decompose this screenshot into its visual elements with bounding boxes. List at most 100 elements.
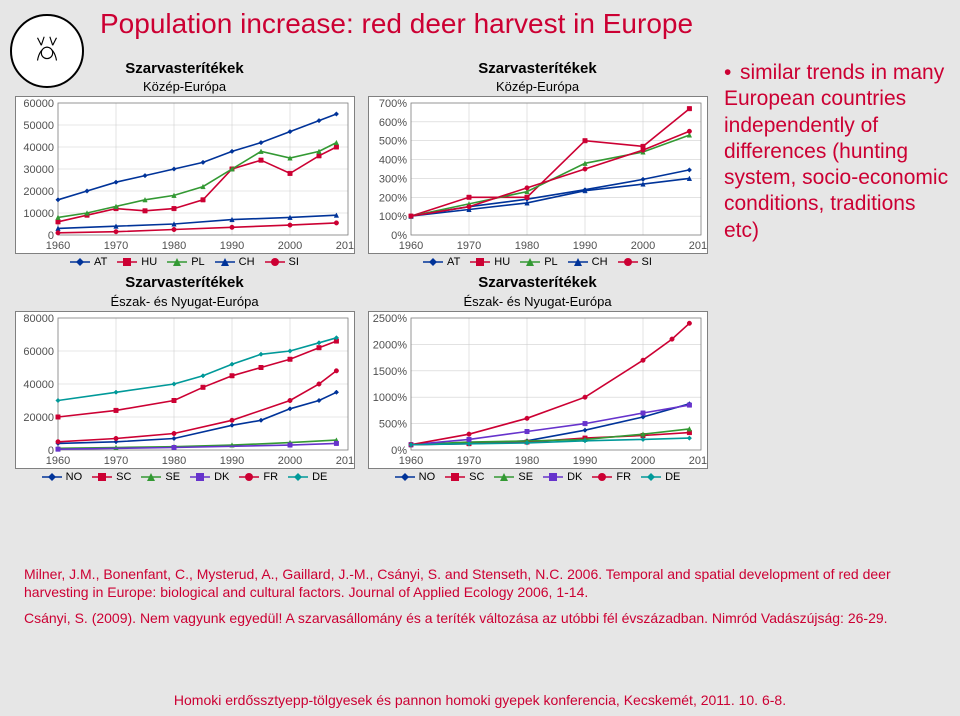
plot-top-right: 0%100%200%300%400%500%600%700%1960197019… xyxy=(368,96,708,254)
legend-item: SE xyxy=(494,471,533,483)
svg-text:1970: 1970 xyxy=(456,240,480,252)
svg-text:50000: 50000 xyxy=(23,120,54,132)
panel-subtitle: Közép-Európa xyxy=(8,79,361,94)
panel-top-left: Szarvasterítékek Közép-Európa 0100002000… xyxy=(8,60,361,274)
chart-row-top: Szarvasterítékek Közép-Európa 0100002000… xyxy=(8,60,714,274)
svg-text:2500%: 2500% xyxy=(372,313,406,325)
legend-item: AT xyxy=(423,256,460,268)
legend-label: DK xyxy=(214,471,229,483)
svg-text:1990: 1990 xyxy=(219,455,243,467)
legend-item: SC xyxy=(445,471,484,483)
svg-text:1500%: 1500% xyxy=(372,365,406,377)
legend-row: AT HU PL CH SI xyxy=(361,256,714,268)
legend-item: CH xyxy=(215,256,255,268)
legend-item: HU xyxy=(117,256,157,268)
svg-text:1980: 1980 xyxy=(161,455,185,467)
svg-text:20000: 20000 xyxy=(23,186,54,198)
legend-item: SE xyxy=(141,471,180,483)
slide-title: Population increase: red deer harvest in… xyxy=(100,8,720,40)
legend-item: HU xyxy=(470,256,510,268)
legend-label: NO xyxy=(419,471,436,483)
legend-label: SI xyxy=(642,256,652,268)
legend-label: FR xyxy=(616,471,631,483)
svg-text:500%: 500% xyxy=(378,418,406,430)
chart-grid: Szarvasterítékek Közép-Európa 0100002000… xyxy=(8,60,714,489)
legend-label: CH xyxy=(592,256,608,268)
svg-text:2000: 2000 xyxy=(277,455,301,467)
legend-item: SI xyxy=(265,256,299,268)
svg-text:2000%: 2000% xyxy=(372,339,406,351)
bullet-text: similar trends in many European countrie… xyxy=(724,61,948,242)
panel-subtitle: Közép-Európa xyxy=(361,79,714,94)
legend-item: DK xyxy=(543,471,582,483)
legend-label: HU xyxy=(141,256,157,268)
svg-text:1980: 1980 xyxy=(514,455,538,467)
panel-title: Szarvasterítékek xyxy=(361,60,714,77)
legend-label: AT xyxy=(94,256,107,268)
svg-text:1000%: 1000% xyxy=(372,392,406,404)
svg-text:2010: 2010 xyxy=(688,455,706,467)
svg-text:2010: 2010 xyxy=(335,455,353,467)
slide: Population increase: red deer harvest in… xyxy=(0,0,960,716)
svg-text:1980: 1980 xyxy=(514,240,538,252)
legend-item: FR xyxy=(592,471,631,483)
svg-text:1960: 1960 xyxy=(398,240,422,252)
legend-label: DK xyxy=(567,471,582,483)
svg-text:2000: 2000 xyxy=(277,240,301,252)
legend-item: DE xyxy=(288,471,327,483)
legend-label: NO xyxy=(66,471,83,483)
legend-item: NO xyxy=(42,471,83,483)
legend-label: AT xyxy=(447,256,460,268)
legend-label: SI xyxy=(289,256,299,268)
panel-subtitle: Észak- és Nyugat-Európa xyxy=(8,294,361,309)
svg-text:1990: 1990 xyxy=(572,240,596,252)
svg-text:1960: 1960 xyxy=(45,240,69,252)
panel-bottom-right: Szarvasterítékek Észak- és Nyugat-Európa… xyxy=(361,274,714,488)
legend-item: SC xyxy=(92,471,131,483)
legend-item: NO xyxy=(395,471,436,483)
plot-bottom-right: 0%500%1000%1500%2000%2500%19601970198019… xyxy=(368,311,708,469)
panel-title: Szarvasterítékek xyxy=(361,274,714,291)
legend-label: SE xyxy=(518,471,533,483)
svg-text:700%: 700% xyxy=(378,98,406,110)
bullet-list: •similar trends in many European countri… xyxy=(724,60,950,244)
legend-label: SC xyxy=(469,471,484,483)
legend-label: HU xyxy=(494,256,510,268)
svg-text:1970: 1970 xyxy=(456,455,480,467)
legend-label: DE xyxy=(312,471,327,483)
legend-label: PL xyxy=(191,256,204,268)
svg-text:1970: 1970 xyxy=(103,240,127,252)
panel-bottom-left: Szarvasterítékek Észak- és Nyugat-Európa… xyxy=(8,274,361,488)
svg-text:400%: 400% xyxy=(378,155,406,167)
references: Milner, J.M., Bonenfant, C., Mysterud, A… xyxy=(24,566,934,636)
legend-item: SI xyxy=(618,256,652,268)
legend-label: DE xyxy=(665,471,680,483)
plot-top-left: 0100002000030000400005000060000196019701… xyxy=(15,96,355,254)
svg-text:1970: 1970 xyxy=(103,455,127,467)
svg-text:1960: 1960 xyxy=(398,455,422,467)
svg-text:60000: 60000 xyxy=(23,98,54,110)
panel-title: Szarvasterítékek xyxy=(8,60,361,77)
plot-bottom-left: 0200004000060000800001960197019801990200… xyxy=(15,311,355,469)
legend-label: PL xyxy=(544,256,557,268)
legend-label: SE xyxy=(165,471,180,483)
svg-text:1980: 1980 xyxy=(161,240,185,252)
legend-label: FR xyxy=(263,471,278,483)
svg-text:200%: 200% xyxy=(378,193,406,205)
legend-label: CH xyxy=(239,256,255,268)
legend-row: NO SC SE DK FR DE xyxy=(361,471,714,483)
chart-row-bottom: Szarvasterítékek Észak- és Nyugat-Európa… xyxy=(8,274,714,488)
svg-text:2000: 2000 xyxy=(630,240,654,252)
panel-top-right: Szarvasterítékek Közép-Európa 0%100%200%… xyxy=(361,60,714,274)
legend-item: DE xyxy=(641,471,680,483)
panel-subtitle: Észak- és Nyugat-Európa xyxy=(361,294,714,309)
svg-text:2010: 2010 xyxy=(688,240,706,252)
legend-item: FR xyxy=(239,471,278,483)
svg-text:300%: 300% xyxy=(378,174,406,186)
svg-text:1990: 1990 xyxy=(572,455,596,467)
svg-text:20000: 20000 xyxy=(23,412,54,424)
svg-text:80000: 80000 xyxy=(23,313,54,325)
svg-text:2010: 2010 xyxy=(335,240,353,252)
legend-item: DK xyxy=(190,471,229,483)
legend-label: SC xyxy=(116,471,131,483)
